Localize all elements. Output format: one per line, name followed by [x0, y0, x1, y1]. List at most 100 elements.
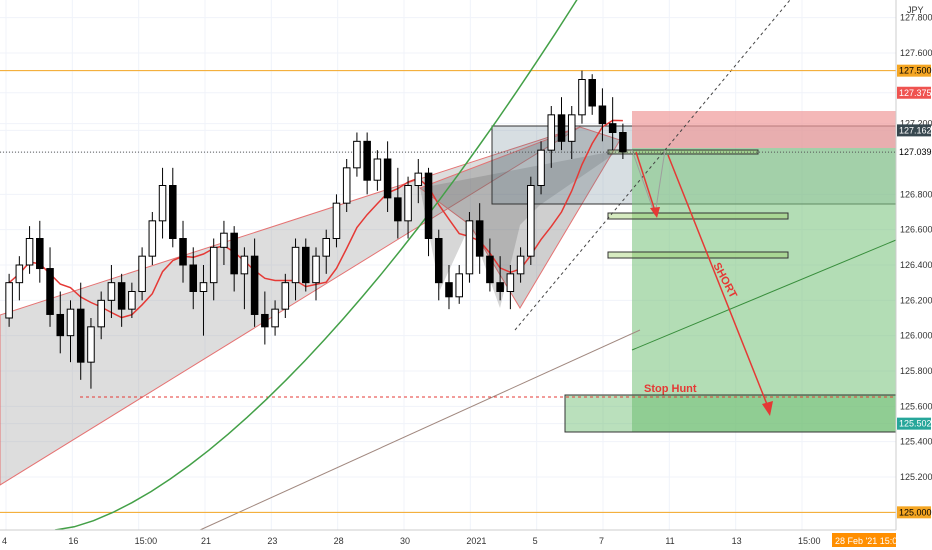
price-badge: 127.375: [899, 88, 932, 98]
time-tick-label: 2021: [466, 536, 486, 546]
candle-body[interactable]: [272, 309, 279, 327]
price-tick-label: 126.000: [900, 331, 932, 341]
price-badge: 125.502: [899, 419, 932, 429]
stop-hunt-zone[interactable]: [565, 395, 896, 432]
time-tick-label: 28: [334, 536, 344, 546]
candle-body[interactable]: [343, 168, 350, 203]
time-tick-label: 21: [201, 536, 211, 546]
candle-body[interactable]: [405, 186, 412, 221]
time-tick-label: 11: [665, 536, 674, 546]
price-badge: 127.039: [899, 147, 932, 157]
candle-body[interactable]: [599, 106, 606, 124]
price-tick-label: 125.600: [900, 401, 932, 411]
candle-body[interactable]: [98, 300, 105, 327]
candle-body[interactable]: [302, 247, 309, 282]
candle-body[interactable]: [190, 265, 197, 292]
candle-body[interactable]: [579, 80, 586, 115]
price-tick-label: 126.800: [900, 189, 932, 199]
candle-body[interactable]: [364, 141, 371, 180]
candle-body[interactable]: [221, 233, 228, 247]
stop-hunt-label: Stop Hunt: [644, 383, 697, 395]
time-cursor-label: 28 Feb '21 15:00: [835, 536, 902, 546]
candle-body[interactable]: [313, 256, 320, 283]
candle-body[interactable]: [200, 283, 207, 292]
time-tick-label: 7: [599, 536, 604, 546]
candle-body[interactable]: [568, 115, 575, 142]
candle-body[interactable]: [6, 283, 13, 318]
candle-body[interactable]: [384, 159, 391, 198]
candle-body[interactable]: [180, 239, 187, 266]
candle-body[interactable]: [170, 186, 177, 239]
time-tick-label: 23: [267, 536, 277, 546]
time-tick-label: 15:00: [798, 536, 821, 546]
time-tick-label: 30: [400, 536, 410, 546]
candle-body[interactable]: [374, 159, 381, 180]
candle-body[interactable]: [139, 256, 146, 291]
candle-body[interactable]: [47, 269, 54, 315]
level-box-2[interactable]: [608, 213, 788, 219]
symbol-label: JPY: [907, 5, 924, 15]
level-price-badge: 127.500: [899, 66, 932, 76]
candle-body[interactable]: [609, 124, 616, 133]
level-box-3[interactable]: [608, 252, 788, 258]
candle-body[interactable]: [538, 150, 545, 185]
candle-body[interactable]: [589, 80, 596, 107]
candle-body[interactable]: [620, 133, 627, 152]
candle-body[interactable]: [446, 283, 453, 297]
candle-body[interactable]: [262, 314, 269, 326]
candle-body[interactable]: [333, 203, 340, 238]
time-tick-label: 15:00: [135, 536, 158, 546]
price-badge: 127.162: [899, 125, 932, 135]
candle-body[interactable]: [118, 283, 125, 310]
candle-body[interactable]: [517, 256, 524, 274]
candle-body[interactable]: [57, 314, 64, 335]
time-tick-label: 13: [732, 536, 742, 546]
candle-body[interactable]: [251, 256, 258, 314]
candle-body[interactable]: [425, 173, 432, 238]
candle-body[interactable]: [466, 221, 473, 274]
candle-body[interactable]: [37, 239, 44, 269]
candle-body[interactable]: [415, 173, 422, 185]
candle-body[interactable]: [476, 221, 483, 256]
candle-body[interactable]: [16, 265, 23, 283]
time-tick-label: 5: [533, 536, 538, 546]
candle-body[interactable]: [77, 309, 84, 362]
candle-body[interactable]: [456, 274, 463, 297]
candle-body[interactable]: [435, 239, 442, 283]
candle-body[interactable]: [497, 283, 504, 292]
price-tick-label: 127.600: [900, 48, 932, 58]
time-tick-label: 4: [2, 536, 7, 546]
candle-body[interactable]: [395, 198, 402, 221]
candle-body[interactable]: [548, 115, 555, 150]
candle-body[interactable]: [241, 256, 248, 274]
price-tick-label: 126.600: [900, 225, 932, 235]
price-tick-label: 125.400: [900, 437, 932, 447]
candle-body[interactable]: [507, 274, 514, 292]
stop-loss-zone[interactable]: [632, 111, 896, 148]
price-axis[interactable]: [896, 0, 932, 550]
candle-body[interactable]: [129, 292, 136, 310]
candle-body[interactable]: [231, 233, 238, 274]
candle-body[interactable]: [282, 283, 289, 310]
candle-body[interactable]: [210, 247, 217, 282]
price-tick-label: 125.200: [900, 472, 932, 482]
price-tick-label: 125.800: [900, 366, 932, 376]
candle-body[interactable]: [159, 186, 166, 221]
candle-body[interactable]: [487, 256, 494, 283]
candle-body[interactable]: [323, 239, 330, 257]
time-tick-label: 16: [68, 536, 78, 546]
price-tick-label: 126.200: [900, 295, 932, 305]
candle-body[interactable]: [67, 309, 74, 336]
candle-body[interactable]: [354, 141, 361, 168]
candle-body[interactable]: [292, 247, 299, 282]
candle-body[interactable]: [26, 239, 33, 266]
candle-body[interactable]: [88, 327, 95, 362]
candle-body[interactable]: [149, 221, 156, 256]
candle-body[interactable]: [528, 186, 535, 257]
candle-body[interactable]: [108, 283, 115, 301]
price-axis-labels: 127.800127.600127.200126.800126.600126.4…: [897, 13, 932, 519]
price-tick-label: 126.400: [900, 260, 932, 270]
candle-body[interactable]: [558, 115, 565, 142]
level-price-badge: 125.000: [899, 507, 932, 517]
